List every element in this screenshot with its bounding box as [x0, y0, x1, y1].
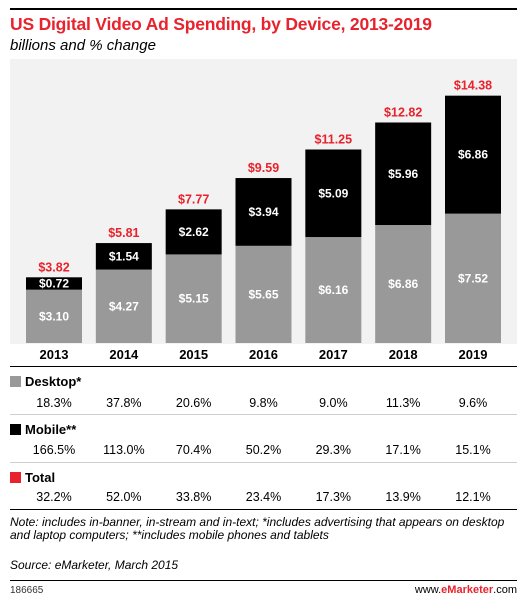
chart-title: US Digital Video Ad Spending, by Device,…	[10, 14, 432, 34]
change-mobile-2017: 29.3%	[315, 443, 352, 457]
bar-chart: $3.10 $0.72 $3.82 2013 $4.27 $1.54 $5.81 2014 $5…	[26, 79, 501, 362]
chart-id: 186665	[10, 585, 44, 596]
bar-label-mobile-2015: $2.62	[179, 225, 209, 239]
brand-name: eMarketer	[441, 584, 494, 596]
change-total-2016: 23.4%	[245, 490, 282, 504]
row-separator	[10, 414, 517, 415]
legend-desktop: Desktop*	[10, 372, 81, 390]
bar-label-mobile-2018: $5.96	[388, 167, 418, 181]
footnote: Note: includes in-banner, in-stream and …	[10, 515, 505, 542]
x-tick-2015: 2015	[179, 347, 208, 362]
desktop-change-row: 18.3% 37.8% 20.6% 9.8% 9.0% 11.3% 9.6%	[10, 396, 517, 414]
bar-mobile-2016	[235, 178, 292, 246]
row-separator	[10, 462, 517, 463]
total-label-2017: $11.25	[315, 133, 353, 147]
bar-mobile-2019	[445, 95, 501, 214]
total-label-2019: $14.38	[454, 79, 492, 93]
change-total-2017: 17.3%	[315, 490, 352, 504]
change-mobile-2019: 15.1%	[455, 443, 491, 457]
bar-desktop-2019	[445, 213, 501, 343]
bar-desktop-2017	[305, 237, 362, 343]
bar-label-desktop-2017: $6.16	[318, 283, 348, 297]
legend-total: Total	[10, 468, 55, 486]
mobile-change-row: 166.5% 113.0% 70.4% 50.2% 29.3% 17.1% 15.1%	[10, 443, 517, 461]
change-total-2014: 52.0%	[106, 490, 142, 504]
bar-mobile-2013	[26, 277, 82, 290]
bar-label-desktop-2015: $5.15	[179, 292, 209, 306]
bar-label-mobile-2013: $0.72	[39, 276, 69, 290]
legend-total-label: Total	[25, 469, 56, 485]
brand-prefix: www.	[414, 584, 442, 596]
change-desktop-2013: 18.3%	[36, 396, 72, 410]
total-label-2018: $12.82	[384, 105, 422, 119]
x-tick-2018: 2018	[389, 347, 418, 362]
total-change-row: 32.2% 52.0% 33.8% 23.4% 17.3% 13.9% 12.1%	[10, 490, 517, 508]
x-tick-2017: 2017	[319, 347, 348, 362]
bar-label-desktop-2019: $7.52	[458, 271, 488, 285]
top-rule	[10, 8, 517, 10]
footer-rule	[10, 580, 517, 581]
change-desktop-2016: 9.8%	[249, 396, 278, 410]
total-label-2016: $9.59	[248, 161, 279, 175]
change-desktop-2014: 37.8%	[106, 396, 142, 410]
bar-label-mobile-2019: $6.86	[458, 148, 488, 162]
axis-rule	[10, 366, 517, 367]
total-label-2014: $5.81	[108, 226, 139, 240]
bar-desktop-2013	[26, 289, 82, 343]
legend-desktop-label: Desktop*	[25, 373, 82, 389]
change-desktop-2015: 20.6%	[175, 396, 212, 410]
change-total-2018: 13.9%	[385, 490, 421, 504]
bar-desktop-2018	[375, 225, 432, 343]
bar-mobile-2018	[375, 122, 432, 226]
bar-label-desktop-2018: $6.86	[388, 277, 418, 291]
legend-mobile: Mobile**	[10, 420, 76, 438]
total-swatch	[10, 471, 21, 483]
mobile-swatch	[10, 423, 21, 435]
total-label-2013: $3.82	[38, 260, 69, 274]
brand-suffix: .com	[493, 584, 517, 596]
bar-mobile-2014	[95, 243, 152, 270]
bar-mobile-2017	[305, 149, 362, 238]
change-mobile-2018: 17.1%	[385, 443, 421, 457]
bar-desktop-2015	[165, 254, 222, 343]
brand-link[interactable]: www.eMarketer.com	[415, 584, 517, 596]
change-total-2015: 33.8%	[175, 490, 212, 504]
change-desktop-2018: 11.3%	[385, 396, 421, 410]
bar-label-desktop-2014: $4.27	[109, 299, 139, 313]
legend-mobile-label: Mobile**	[25, 421, 77, 437]
desktop-swatch	[10, 375, 21, 387]
x-tick-2019: 2019	[459, 347, 488, 362]
chart-subtitle: billions and % change	[10, 37, 156, 54]
change-mobile-2016: 50.2%	[245, 443, 282, 457]
change-desktop-2017: 9.0%	[319, 396, 348, 410]
bar-mobile-2015	[165, 209, 222, 255]
bar-label-mobile-2014: $1.54	[109, 249, 139, 263]
x-tick-2014: 2014	[109, 347, 139, 362]
bar-label-mobile-2016: $3.94	[248, 205, 278, 219]
bar-label-mobile-2017: $5.09	[318, 186, 348, 200]
total-label-2015: $7.77	[178, 192, 209, 206]
change-total-2019: 12.1%	[455, 490, 491, 504]
change-mobile-2013: 166.5%	[32, 443, 76, 457]
change-total-2013: 32.2%	[36, 490, 72, 504]
change-mobile-2015: 70.4%	[175, 443, 212, 457]
change-desktop-2019: 9.6%	[458, 396, 488, 410]
source-line: Source: eMarketer, March 2015	[10, 558, 179, 572]
table-bottom-rule	[10, 509, 517, 510]
bar-label-desktop-2016: $5.65	[248, 287, 278, 301]
bar-desktop-2016	[235, 245, 292, 343]
x-tick-2016: 2016	[249, 347, 278, 362]
bar-desktop-2014	[95, 269, 152, 343]
x-tick-2013: 2013	[40, 347, 69, 362]
bar-label-desktop-2013: $3.10	[39, 309, 69, 323]
change-mobile-2014: 113.0%	[103, 443, 145, 457]
